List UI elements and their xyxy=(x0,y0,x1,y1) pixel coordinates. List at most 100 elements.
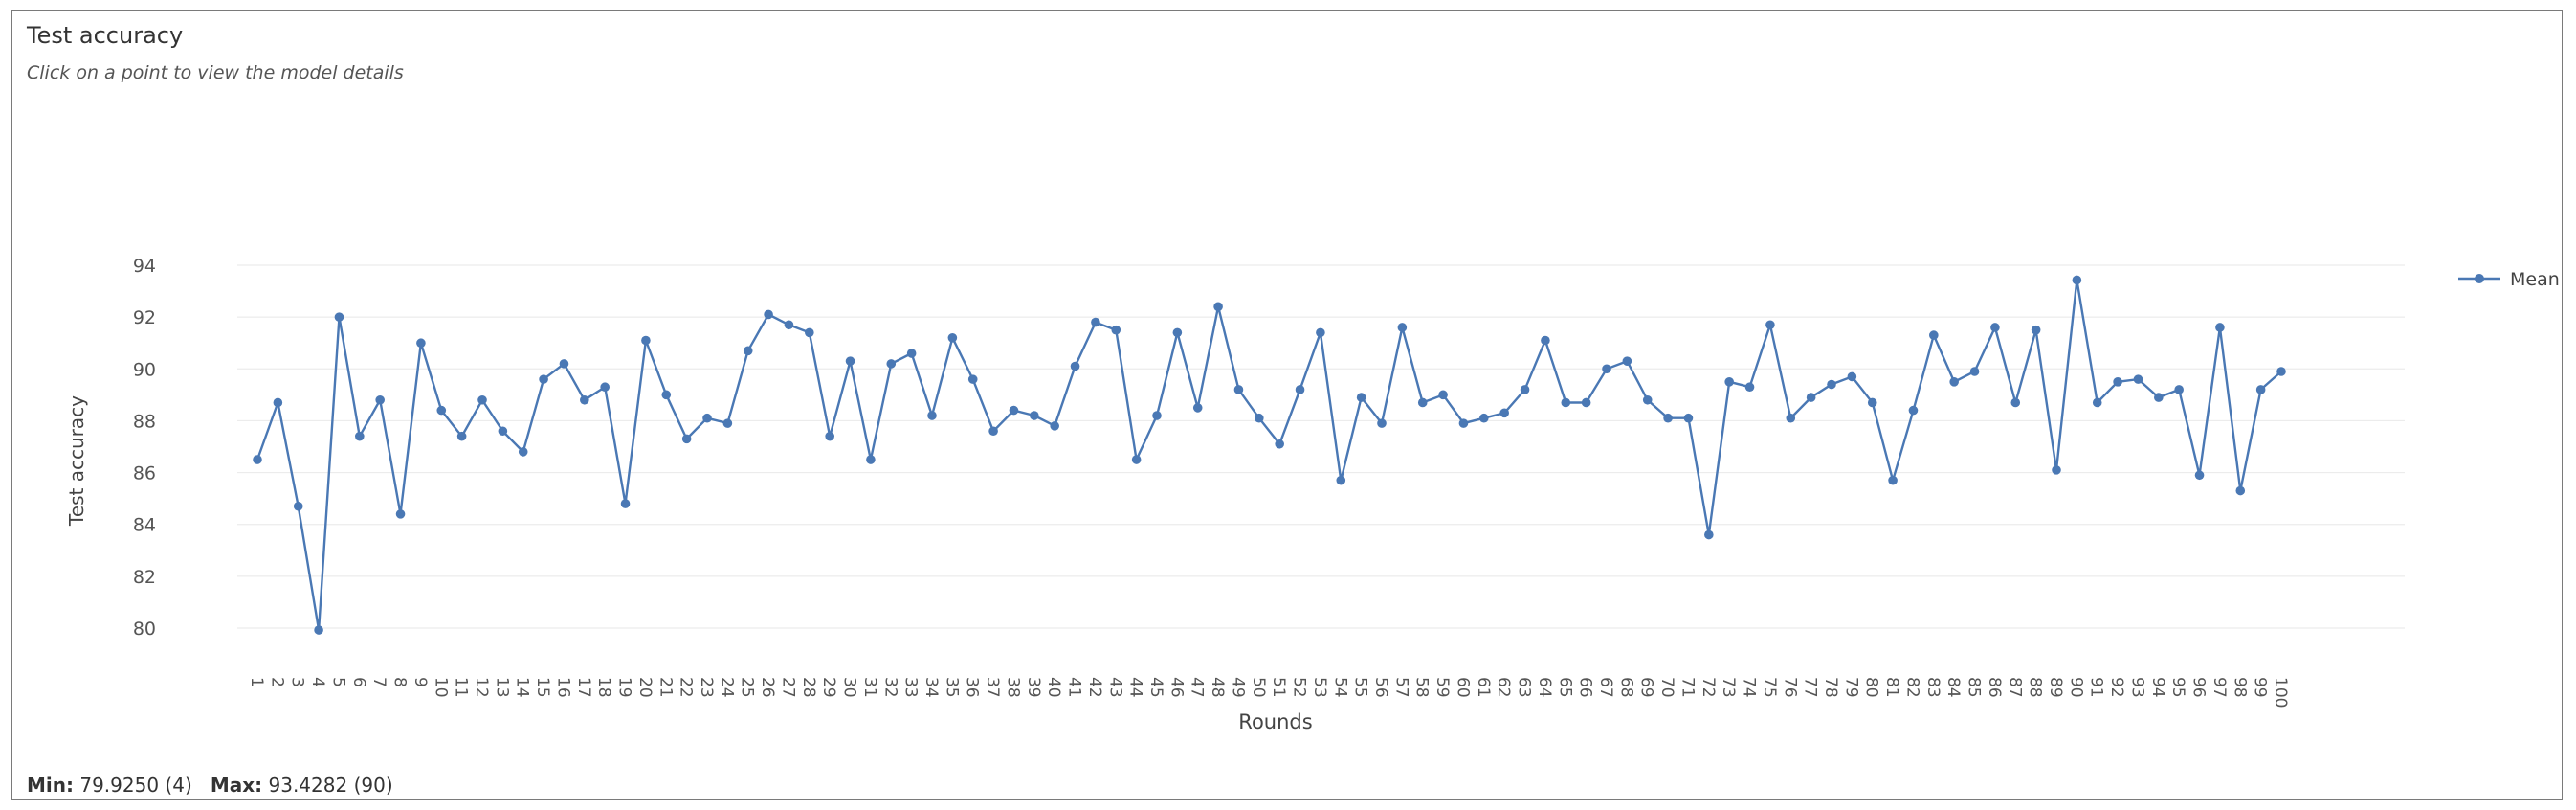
data-point[interactable] xyxy=(1806,393,1816,402)
data-point[interactable] xyxy=(1581,397,1591,408)
data-point[interactable] xyxy=(1724,377,1734,387)
data-point[interactable] xyxy=(1458,418,1469,428)
data-point[interactable] xyxy=(416,338,426,349)
data-point[interactable] xyxy=(477,394,487,405)
data-point[interactable] xyxy=(947,333,958,343)
data-point[interactable] xyxy=(395,509,406,519)
data-point[interactable] xyxy=(2154,393,2164,402)
data-point[interactable] xyxy=(1847,371,1857,382)
data-point[interactable] xyxy=(1295,385,1305,394)
data-point[interactable] xyxy=(1377,418,1387,428)
data-point[interactable] xyxy=(2052,465,2061,475)
data-point[interactable] xyxy=(1908,405,1919,416)
data-point[interactable] xyxy=(661,390,672,400)
data-point[interactable] xyxy=(2276,367,2286,376)
data-point[interactable] xyxy=(784,320,794,330)
data-point[interactable] xyxy=(1827,379,1836,390)
data-point[interactable] xyxy=(967,374,978,384)
data-point[interactable] xyxy=(355,431,365,441)
data-point[interactable] xyxy=(1131,455,1142,464)
data-point[interactable] xyxy=(2031,325,2041,335)
data-point[interactable] xyxy=(1867,397,1877,408)
data-point[interactable] xyxy=(620,499,631,508)
data-point[interactable] xyxy=(764,309,773,320)
data-point[interactable] xyxy=(559,359,569,369)
data-point[interactable] xyxy=(1744,382,1755,393)
data-point[interactable] xyxy=(1786,413,1796,423)
data-point[interactable] xyxy=(2215,323,2225,332)
data-point[interactable] xyxy=(253,455,262,464)
data-point[interactable] xyxy=(1541,335,1550,346)
data-point[interactable] xyxy=(2235,485,2246,496)
data-point[interactable] xyxy=(2092,397,2102,408)
data-point[interactable] xyxy=(1704,529,1714,540)
data-point[interactable] xyxy=(988,426,998,437)
data-point[interactable] xyxy=(2174,385,2184,394)
data-point[interactable] xyxy=(1765,320,1775,330)
data-point[interactable] xyxy=(580,394,589,405)
data-point[interactable] xyxy=(1561,397,1571,408)
data-point[interactable] xyxy=(273,397,283,408)
data-point[interactable] xyxy=(1275,439,1284,449)
data-point[interactable] xyxy=(866,455,876,464)
data-point[interactable] xyxy=(1111,325,1121,335)
data-point[interactable] xyxy=(498,426,508,437)
data-point[interactable] xyxy=(334,312,344,322)
data-point[interactable] xyxy=(1152,411,1162,420)
data-point[interactable] xyxy=(1316,327,1325,338)
data-point[interactable] xyxy=(1602,364,1611,374)
data-point[interactable] xyxy=(1030,411,1039,420)
data-point[interactable] xyxy=(456,431,467,441)
data-point[interactable] xyxy=(1438,390,1448,400)
data-point[interactable] xyxy=(314,625,323,635)
data-point[interactable] xyxy=(1683,413,1694,423)
data-point[interactable] xyxy=(2255,385,2266,394)
data-point[interactable] xyxy=(1642,394,1653,405)
data-point[interactable] xyxy=(600,382,610,393)
data-point[interactable] xyxy=(293,501,303,511)
data-point[interactable] xyxy=(1479,413,1489,423)
data-point[interactable] xyxy=(1990,323,2000,332)
data-point[interactable] xyxy=(1397,323,1408,332)
data-point[interactable] xyxy=(436,405,447,416)
data-point[interactable] xyxy=(1050,421,1059,431)
data-point[interactable] xyxy=(1417,397,1428,408)
data-point[interactable] xyxy=(805,327,814,338)
data-point[interactable] xyxy=(1172,327,1183,338)
data-point[interactable] xyxy=(2010,397,2021,408)
data-point[interactable] xyxy=(743,346,753,356)
data-point[interactable] xyxy=(1213,302,1223,312)
data-point[interactable] xyxy=(906,349,917,358)
data-point[interactable] xyxy=(1969,367,1980,376)
data-point[interactable] xyxy=(1888,475,1898,485)
data-point[interactable] xyxy=(518,447,528,457)
data-point[interactable] xyxy=(1233,385,1244,394)
data-point[interactable] xyxy=(722,418,733,428)
data-point[interactable] xyxy=(2133,374,2143,384)
data-point[interactable] xyxy=(1520,385,1530,394)
data-point[interactable] xyxy=(1070,361,1080,371)
data-point[interactable] xyxy=(702,413,712,423)
data-point[interactable] xyxy=(825,431,834,441)
data-point[interactable] xyxy=(1949,377,1959,387)
data-point[interactable] xyxy=(1663,413,1673,423)
data-point[interactable] xyxy=(1255,413,1264,423)
data-point[interactable] xyxy=(1499,408,1509,418)
data-points[interactable] xyxy=(253,275,2286,635)
data-point[interactable] xyxy=(1622,356,1632,366)
data-point[interactable] xyxy=(2113,377,2122,387)
data-point[interactable] xyxy=(681,434,692,444)
data-point[interactable] xyxy=(539,374,548,384)
data-point[interactable] xyxy=(1929,330,1939,340)
data-point[interactable] xyxy=(845,356,855,366)
data-point[interactable] xyxy=(1192,403,1203,413)
data-point[interactable] xyxy=(886,359,897,369)
data-point[interactable] xyxy=(641,335,651,346)
data-point[interactable] xyxy=(1091,317,1100,327)
data-point[interactable] xyxy=(2194,470,2205,481)
data-point[interactable] xyxy=(927,411,937,420)
data-point[interactable] xyxy=(1356,393,1366,402)
data-point[interactable] xyxy=(1336,475,1346,485)
data-point[interactable] xyxy=(2072,275,2082,285)
data-point[interactable] xyxy=(1009,405,1019,416)
